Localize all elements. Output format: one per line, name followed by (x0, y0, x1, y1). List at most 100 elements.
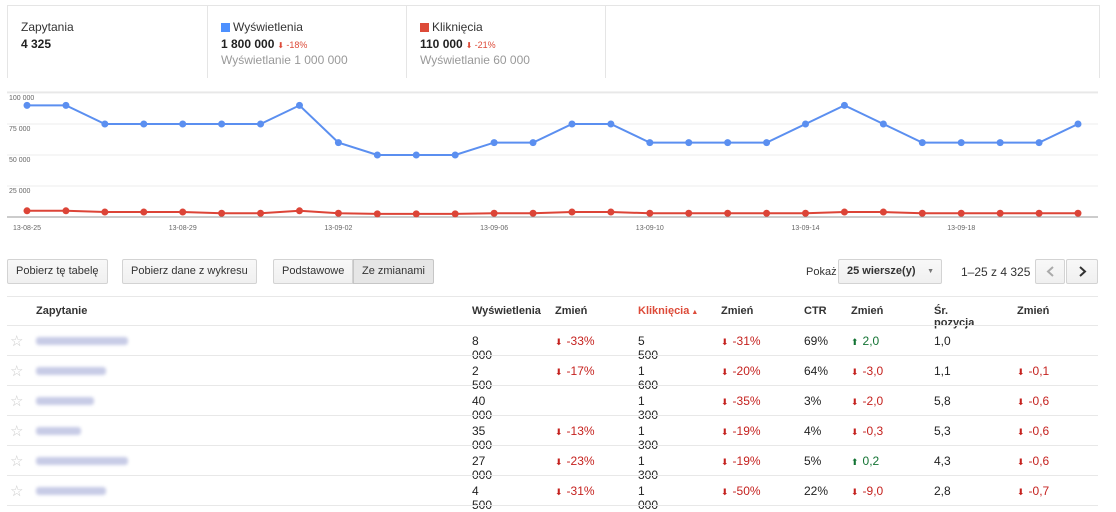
table-cell: ⬇ -19% (721, 454, 761, 468)
table-cell: ⬇ -23% (555, 454, 595, 468)
cell-text: 5 500 (638, 334, 659, 362)
cell-text: 2,8 (934, 484, 951, 498)
table-cell: 2,8 (934, 484, 951, 498)
summary-card: Zapytania 4 325 (8, 6, 208, 78)
column-header: Kliknięcia ▲ (638, 305, 698, 317)
table-cell: 64% (804, 364, 828, 378)
data-point (23, 101, 31, 109)
star-button[interactable]: ☆ (10, 363, 24, 380)
prev-icon (1046, 266, 1054, 277)
cell-text: -17% (566, 364, 595, 378)
cell-text: 5,8 (934, 394, 951, 408)
table-cell: ⬇ -2,0 (851, 394, 883, 408)
data-point (957, 209, 965, 217)
data-point (646, 209, 654, 217)
data-point (295, 101, 303, 109)
table-cell: ⬇ -19% (721, 424, 761, 438)
card-change-text: -18% (286, 40, 308, 50)
table-cell: ⬇ -0,1 (1017, 364, 1049, 378)
table-cell: ⬇ -9,0 (851, 484, 883, 498)
cell-text: 1 300 (638, 424, 659, 452)
table-cell: 4 500 (472, 484, 492, 512)
card-label: Wyświetlenia (221, 20, 406, 34)
row-border (7, 355, 1098, 356)
card-subtext: Wyświetlanie 1 000 000 (221, 53, 348, 67)
column-header-text: Wyświetlenia (472, 305, 541, 317)
basic-view-button[interactable]: Podstawowe (273, 259, 354, 284)
table-cell: 1,1 (934, 364, 951, 378)
star-button[interactable]: ☆ (10, 453, 24, 470)
show-label: Pokaż (806, 266, 837, 278)
star-button[interactable]: ☆ (10, 333, 24, 350)
data-point (529, 209, 537, 217)
column-header: CTR (804, 305, 827, 317)
x-tick-label: 13-08-25 (13, 225, 41, 232)
table-cell: 69% (804, 334, 828, 348)
download-chart-button[interactable]: Pobierz dane z wykresu (122, 259, 257, 284)
y-tick-label: 75 000 (9, 126, 31, 133)
data-point (218, 120, 226, 128)
star-button[interactable]: ☆ (10, 423, 24, 440)
changes-view-button[interactable]: Ze zmianami (353, 259, 434, 284)
blurred-query (36, 367, 106, 375)
table-cell: 3% (804, 394, 821, 408)
data-point (763, 139, 771, 147)
data-point (568, 120, 576, 128)
y-tick-label: 25 000 (9, 188, 31, 195)
down-arrow: ⬇ (721, 427, 729, 437)
table-cell: ⬇ -33% (555, 334, 595, 348)
data-point (101, 120, 109, 128)
data-point (646, 139, 654, 147)
blurred-query (36, 487, 106, 495)
chart: 25 000 50 000 75 000 100 000 13-08-25 13-08-2… (7, 91, 1098, 232)
card-label-text: Zapytania (21, 20, 74, 34)
next-icon (1079, 266, 1087, 277)
table-cell: ⬇ -0,6 (1017, 454, 1049, 468)
card-subtext: Wyświetlanie 60 000 (420, 53, 530, 67)
cell-text: 3% (804, 394, 822, 408)
data-point (1074, 120, 1082, 128)
cell-text: 1,0 (934, 334, 951, 348)
page-range: 1–25 z 4 325 (961, 265, 1031, 279)
table-cell: ⬇ -13% (555, 424, 595, 438)
table-cell: ⬇ -0,6 (1017, 424, 1049, 438)
summary-cards: Zapytania 4 325 Wyświetlenia 1 800 000 ⬇ -18… (7, 5, 1100, 78)
data-point (1074, 209, 1082, 217)
x-tick-label: 13-09-06 (480, 225, 508, 232)
table-cell: ⬇ -0,7 (1017, 484, 1049, 498)
table-cell: 22% (804, 484, 828, 498)
column-header-text: Zmień (1017, 305, 1050, 317)
cell-text: -19% (732, 424, 761, 438)
next-page-button[interactable] (1066, 259, 1098, 284)
table-cell: 4,3 (934, 454, 951, 468)
table-cell: ⬇ -0,3 (851, 424, 883, 438)
down-arrow: ⬇ (721, 367, 729, 377)
table-top-border (7, 296, 1098, 297)
card-value: 110 000 ⬇ -21% (420, 37, 605, 51)
column-header: Śr. pozycja (934, 305, 974, 329)
cell-text: -50% (732, 484, 761, 498)
table-cell: 5,3 (934, 424, 951, 438)
cell-text: 8 000 (472, 334, 493, 362)
down-arrow: ⬇ (465, 41, 475, 50)
column-header-text: Zmień (721, 305, 754, 317)
down-arrow: ⬇ (277, 41, 287, 50)
y-tick-label: 50 000 (9, 157, 31, 164)
star-button[interactable]: ☆ (10, 393, 24, 410)
data-point (529, 139, 537, 147)
card-change-text: -21% (474, 40, 496, 50)
prev-page-button[interactable] (1035, 259, 1065, 284)
table-cell: 1 600 (638, 364, 658, 392)
rows-dropdown[interactable]: 25 wiersze(y) ▼ (838, 259, 942, 284)
data-point (918, 139, 926, 147)
cell-text: -33% (566, 334, 595, 348)
card-value-text: 4 325 (21, 37, 52, 51)
cell-text: -0,6 (1028, 454, 1050, 468)
star-button[interactable]: ☆ (10, 483, 24, 500)
cell-text: 1 000 (638, 484, 659, 512)
legend-swatch (420, 23, 429, 32)
cell-text: 5,3 (934, 424, 951, 438)
data-point (62, 101, 70, 109)
card-label: Zapytania (21, 20, 207, 34)
download-table-button[interactable]: Pobierz tę tabelę (7, 259, 108, 284)
